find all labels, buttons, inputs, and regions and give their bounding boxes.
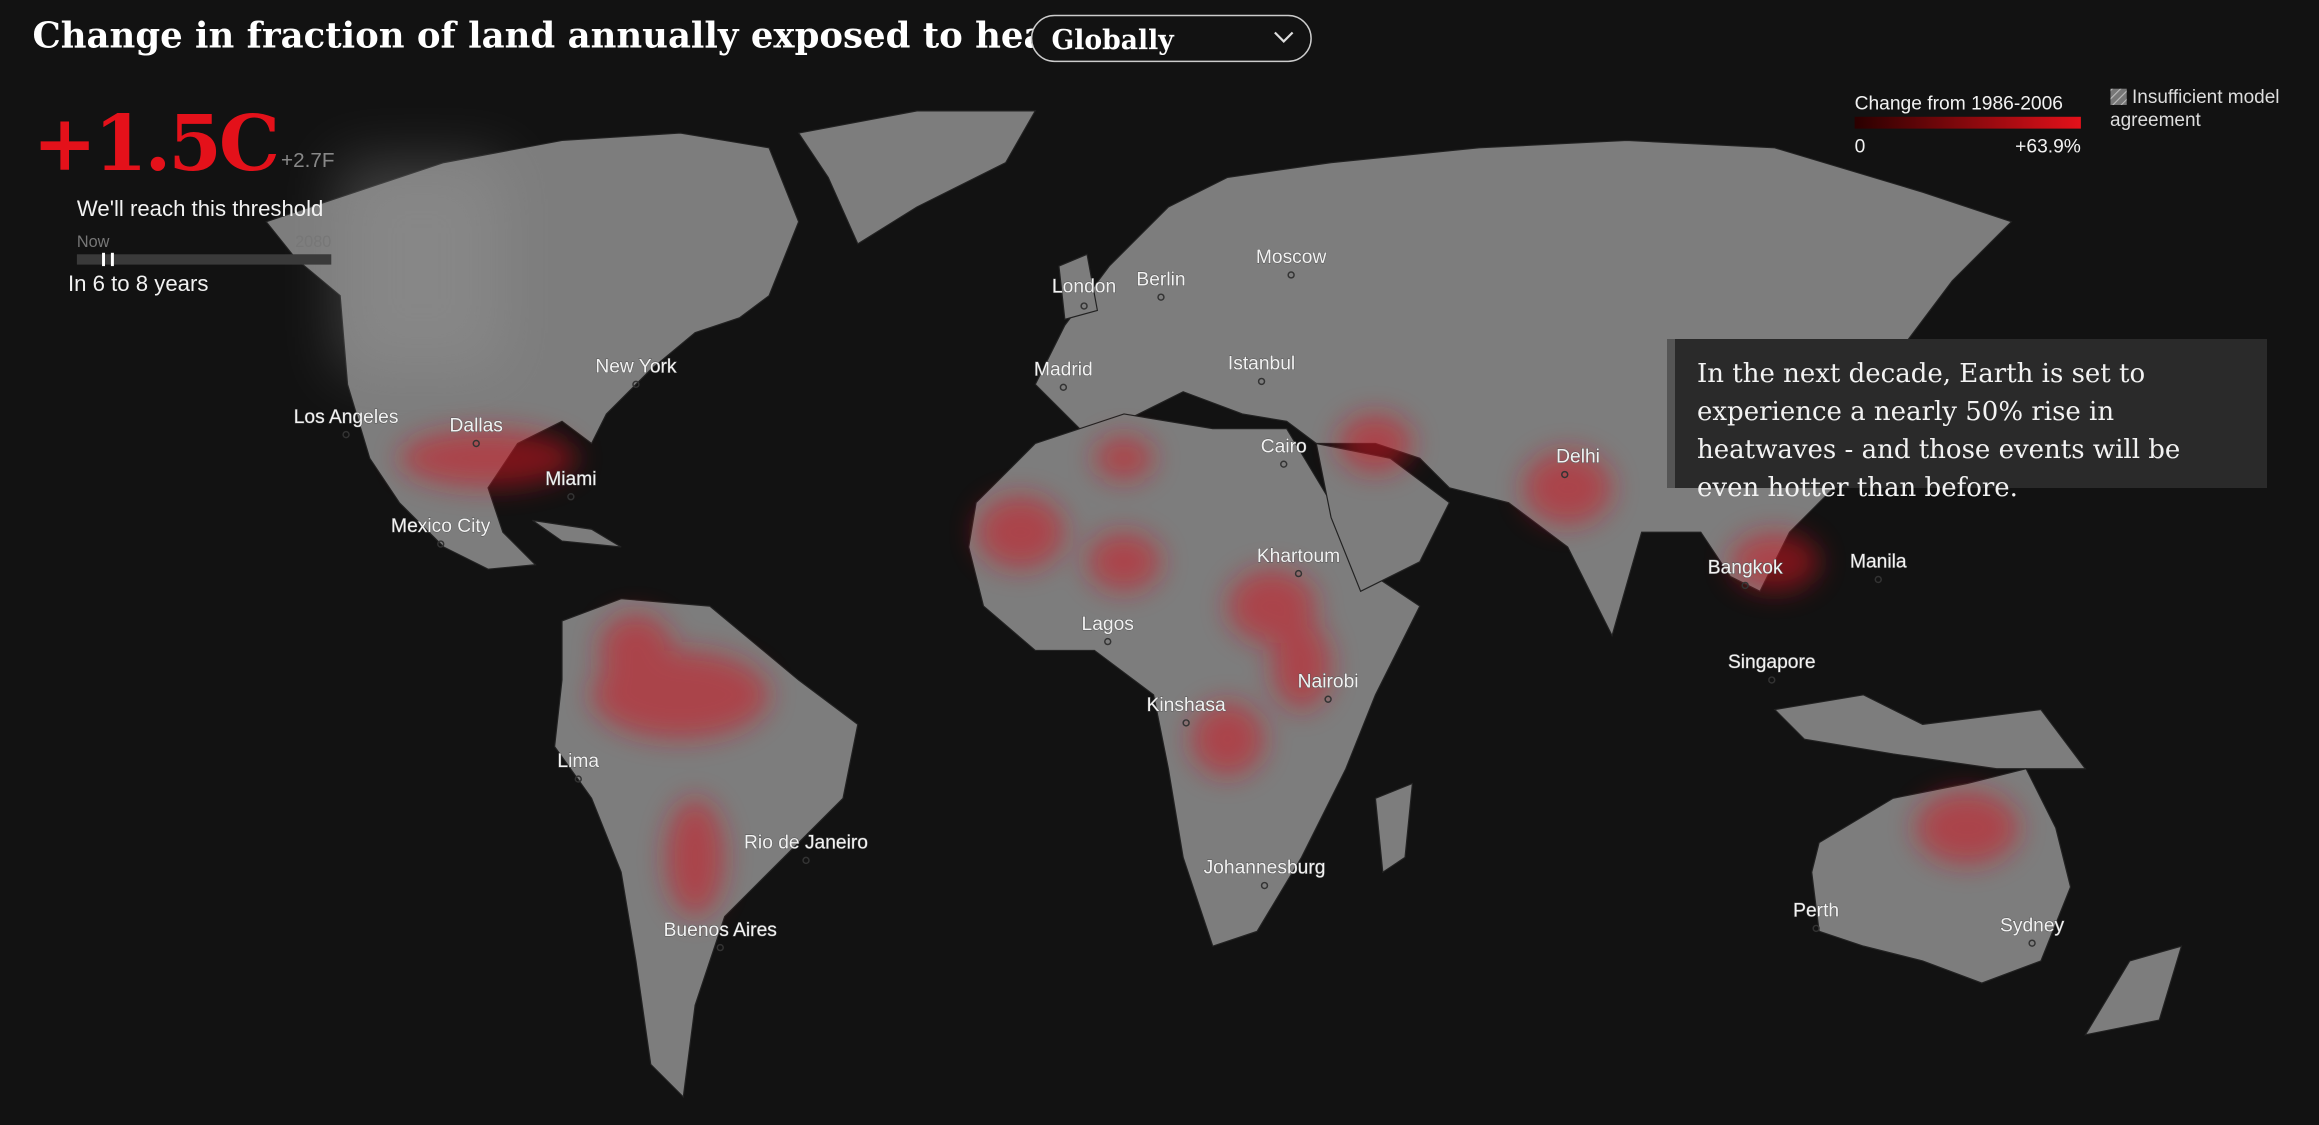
city-label: Manila [1850,552,1907,573]
city-dot [567,493,575,501]
uk [1058,253,1099,321]
timeline-start: Now [77,233,110,251]
city-dot [1768,676,1776,684]
madagascar [1374,782,1414,874]
city-dot [1080,302,1088,310]
city-label: Rio de Janeiro [744,833,868,854]
city-label: Miami [545,469,596,490]
city-dot [1874,575,1882,584]
city-label: New York [595,357,677,378]
land [265,110,2183,1099]
legend-hatch [2110,88,2127,105]
city-dot [574,775,582,783]
legend-gradient [1854,116,2081,129]
city-label: Perth [1793,901,1839,922]
legend-min: 0 [1855,136,1866,157]
legend-max: +63.9% [2015,136,2081,157]
city-label: Cairo [1261,436,1307,457]
city-label: Bangkok [1708,558,1783,579]
city-label: Los Angeles [294,407,399,428]
city-label: Johannesburg [1204,858,1326,879]
heat-overlay [399,413,2019,917]
title: Change in fraction of land annually expo… [33,15,1193,56]
city-label: Sydney [2000,915,2065,936]
city-dot [1260,881,1269,890]
city-dot [1561,470,1569,479]
city-label: Lima [557,751,599,772]
city-dot [632,380,640,389]
dropdown-chevron[interactable] [1274,31,1294,43]
city-labels: Moscow London Berlin Madrid Istanbul New York… [293,247,2065,952]
city-label: Moscow [1256,247,1327,268]
timeline-marker [110,252,114,267]
cuba [532,519,622,548]
city-label: Lagos [1082,614,1134,635]
city-dot [1104,637,1112,646]
city-label: Delhi [1556,447,1600,468]
city-dot [1257,377,1266,386]
city-label: Mexico City [391,516,491,537]
threshold-fahrenheit: +2.7F [281,149,334,172]
city-dot [1059,383,1068,392]
city-dot [1287,271,1295,279]
city-label: Buenos Aires [664,920,777,941]
city-label: Istanbul [1228,354,1295,375]
annotation: In the next decade, Earth is set to expe… [1667,339,2267,503]
timeline-marker [102,252,106,267]
city-dot [802,856,810,865]
city-dot [1157,293,1165,301]
indonesia [1773,694,2087,770]
city-label: Madrid [1034,359,1093,380]
city-dot [1280,460,1288,468]
city-label: Singapore [1728,652,1816,673]
legend-hatch-label: Insufficient model agreement [2110,87,2280,131]
city-dot [437,540,445,548]
threshold-eta: In 6 to 8 years [68,271,208,296]
eurasia [1034,139,2013,638]
threshold-celsius: +1.5C [33,99,278,189]
new-zealand [2084,945,2183,1036]
city-dot [2028,939,2036,947]
city-dot [1182,719,1190,727]
city-dot [472,439,480,448]
threshold-label: We'll reach this threshold [77,196,323,221]
city-label: London [1052,277,1116,298]
city-dot [342,430,350,439]
legend-title: Change from 1986-2006 [1855,93,2063,114]
city-dot [1294,569,1303,578]
greenland [797,110,1037,245]
city-label: Berlin [1136,269,1185,290]
city-dot [716,943,724,952]
city-label: Kinshasa [1147,695,1226,716]
timeline-bar [76,254,332,265]
city-dot [1324,695,1332,703]
city-label: Dallas [450,416,503,437]
city-dot [1741,581,1749,590]
africa [968,413,1421,947]
dropdown-value[interactable]: Globally [1052,25,1176,56]
city-label: Nairobi [1298,671,1359,692]
timeline-end: 2080 [295,233,331,251]
city-label: Khartoum [1257,546,1340,567]
canada-haze [340,162,503,370]
dropdown[interactable] [1030,14,1312,63]
city-dot [1812,924,1820,933]
